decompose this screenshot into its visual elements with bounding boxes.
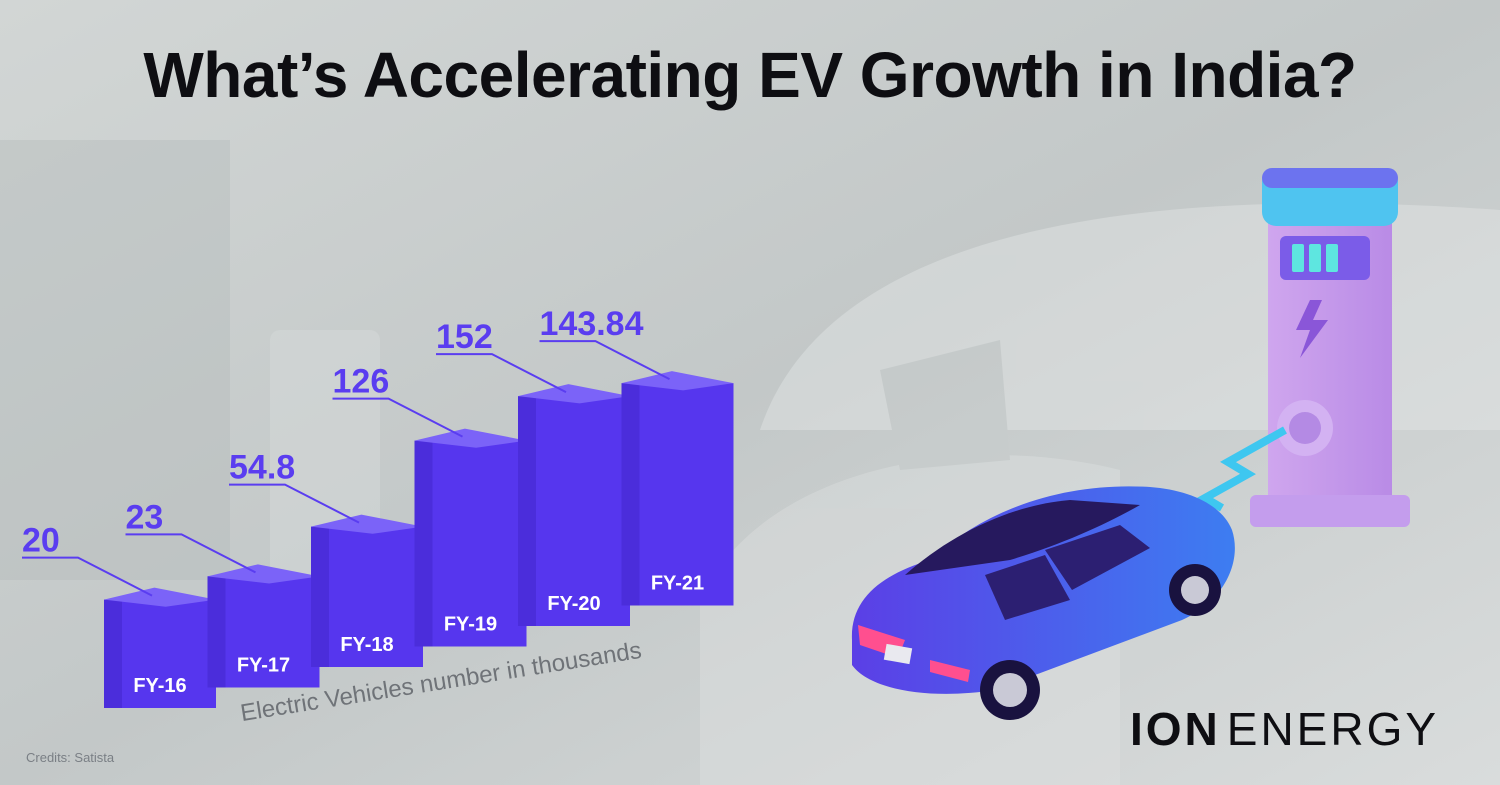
bar-top [311, 514, 423, 534]
value-label: 143.84 [540, 305, 644, 343]
value-leader-line [229, 483, 360, 524]
charging-cable [1196, 426, 1287, 512]
bar [621, 383, 734, 606]
value-label: 23 [126, 498, 164, 536]
value-leader-line [539, 340, 670, 381]
value-label: 126 [333, 363, 390, 401]
value-leader-line [436, 353, 567, 394]
category-label: FY-16 [133, 675, 186, 697]
bar-side [207, 576, 226, 688]
bar [311, 526, 423, 667]
category-label: FY-20 [547, 593, 600, 615]
bar-chart: FY-16 20 FY-17 23 FY-18 54.8 FY-19 126 FY-20 152 F… [22, 305, 734, 708]
value-label: 20 [22, 522, 60, 560]
bar [414, 440, 527, 647]
value-label: 54.8 [229, 449, 295, 487]
bar-side [311, 526, 329, 667]
bar [518, 396, 630, 626]
bar-top [207, 564, 320, 584]
page-title: What’s Accelerating EV Growth in India? [143, 39, 1357, 111]
bar-side [621, 383, 640, 606]
electric-car-illustration [851, 486, 1235, 720]
category-label: FY-21 [651, 573, 704, 595]
category-label: FY-18 [340, 634, 393, 656]
value-label: 152 [436, 318, 493, 356]
bar [207, 576, 320, 688]
bar-top [621, 371, 734, 391]
bar-side [414, 440, 433, 647]
bar-top [518, 384, 630, 404]
charging-station-illustration [1250, 168, 1410, 527]
bar [104, 599, 216, 708]
value-leader-line [22, 556, 153, 597]
logo-part-energy: ENERGY [1226, 703, 1440, 755]
value-leader-line [125, 533, 256, 574]
ion-energy-logo: ION ENERGY [1130, 703, 1440, 755]
bar-side [518, 396, 536, 626]
logo-part-ion: ION [1130, 703, 1221, 755]
category-label: FY-19 [444, 614, 497, 636]
value-leader-line [332, 397, 463, 438]
bar-top [104, 587, 216, 607]
category-label: FY-17 [237, 655, 290, 677]
bar-side [104, 599, 122, 708]
bar-top [414, 428, 527, 448]
credits-text: Credits: Satista [26, 750, 115, 765]
